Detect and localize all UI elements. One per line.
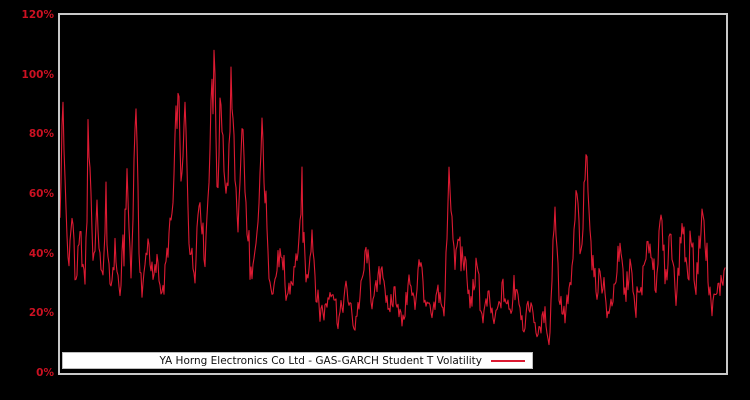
volatility-line-series [60,49,726,346]
legend-line-swatch-icon [491,359,525,362]
y-axis-tick-label: 60% [28,188,54,200]
legend-label: YA Horng Electronics Co Ltd - GAS-GARCH … [159,354,482,367]
legend: YA Horng Electronics Co Ltd - GAS-GARCH … [62,352,533,369]
y-axis-tick-label: 0% [36,367,54,379]
y-axis-tick-label: 20% [28,307,54,320]
volatility-line-chart [60,49,726,346]
y-axis-tick-label: 80% [28,128,54,141]
y-axis-tick-label: 100% [21,68,54,81]
y-axis-tick-label: 120% [21,9,54,21]
y-axis-tick-label: 40% [28,247,54,260]
plot-area [58,13,728,375]
